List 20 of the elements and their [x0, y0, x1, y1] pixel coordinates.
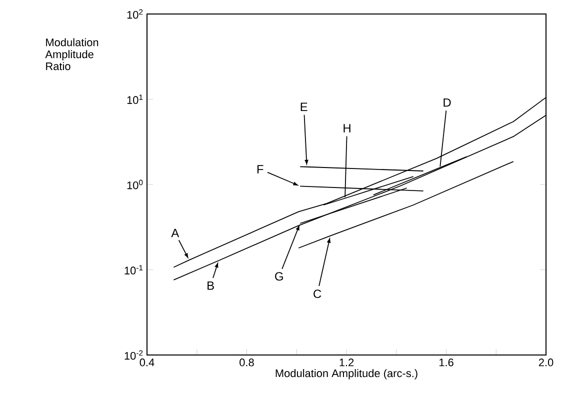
text: H — [344, 124, 350, 132]
text: A — [171, 228, 180, 238]
y-axis-title: Modulation Amplitude Ratio — [45, 38, 98, 70]
x-axis-title: Modulation Amplitude (arc-s.) — [276, 369, 418, 380]
x-tick-label: 2.0 — [538, 358, 554, 366]
text: C — [314, 290, 322, 298]
x-tick-label: 1.6 — [439, 358, 454, 366]
x-tick-label: 0.4 — [140, 358, 154, 366]
x-tick-label: 1.2 — [340, 358, 354, 366]
y-tick-label: 10$^{-1}$ — [124, 265, 143, 274]
text: F — [257, 165, 264, 174]
legend-label: B — [208, 282, 214, 290]
y-tick-label: 10$^{0}$ — [127, 180, 143, 190]
y-tick-label: 10$^{-2}$ — [124, 350, 143, 360]
text: G — [275, 272, 283, 281]
text: E — [300, 102, 308, 111]
text: D — [444, 98, 451, 107]
y-tick-label: 10$^{1}$ — [127, 94, 143, 104]
y-tick-label: 10$^{2}$ — [127, 9, 143, 19]
x-tick-label: 0.8 — [240, 358, 254, 366]
